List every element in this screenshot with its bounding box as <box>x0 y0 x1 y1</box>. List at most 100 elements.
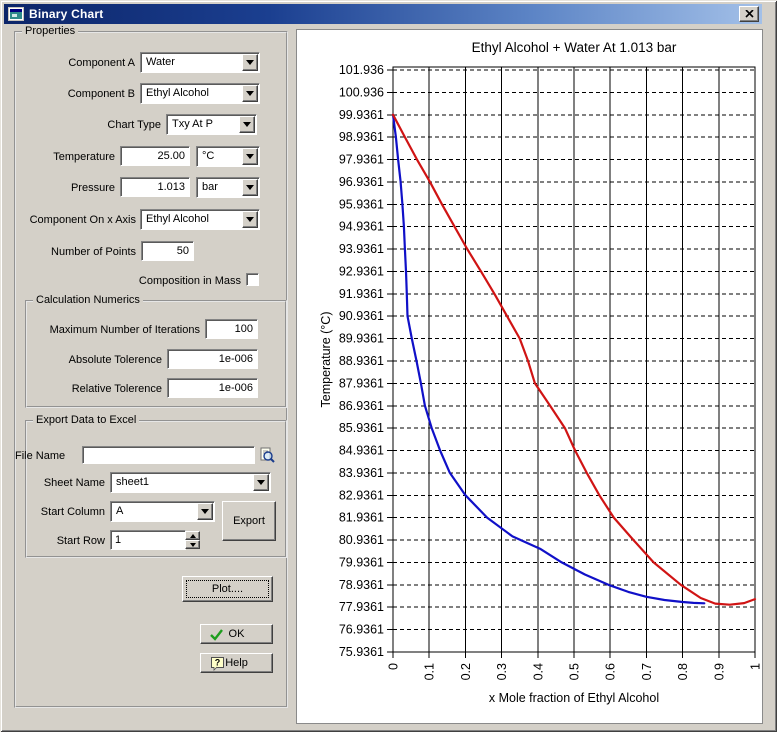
component-b-label: Component B <box>0 88 135 100</box>
svg-text:0.7: 0.7 <box>640 663 654 680</box>
x-axis-component-label: Component On x Axis <box>0 214 136 226</box>
chart-title: Ethyl Alcohol + Water At 1.013 bar <box>472 40 677 55</box>
composition-in-mass-label: Composition in Mass <box>91 275 241 287</box>
svg-text:?: ? <box>215 658 221 668</box>
svg-text:101.936: 101.936 <box>339 63 384 77</box>
svg-text:80.9361: 80.9361 <box>339 533 384 547</box>
svg-text:0.6: 0.6 <box>604 663 618 680</box>
svg-text:94.9361: 94.9361 <box>339 220 384 234</box>
svg-text:83.9361: 83.9361 <box>339 466 384 480</box>
max-iterations-label: Maximum Number of Iterations <box>20 324 200 336</box>
chart-type-label: Chart Type <box>11 119 161 131</box>
spinner-down-icon[interactable] <box>185 540 200 549</box>
bubble-point-curve <box>393 115 704 604</box>
x-axis-component-select[interactable]: Ethyl Alcohol <box>140 209 260 230</box>
export-legend: Export Data to Excel <box>33 414 139 426</box>
svg-text:87.9361: 87.9361 <box>339 376 384 390</box>
svg-text:85.9361: 85.9361 <box>339 421 384 435</box>
pressure-unit-select[interactable]: bar <box>196 177 260 198</box>
pressure-label: Pressure <box>0 182 115 194</box>
export-button[interactable]: Export <box>222 501 276 541</box>
spinner-up-icon[interactable] <box>185 531 200 540</box>
svg-text:0.8: 0.8 <box>676 663 690 680</box>
x-axis-title: x Mole fraction of Ethyl Alcohol <box>489 691 659 705</box>
svg-text:0.2: 0.2 <box>459 663 473 680</box>
svg-text:98.9361: 98.9361 <box>339 130 384 144</box>
component-b-select[interactable]: Ethyl Alcohol <box>140 83 260 104</box>
svg-text:97.9361: 97.9361 <box>339 153 384 167</box>
svg-text:84.9361: 84.9361 <box>339 444 384 458</box>
composition-in-mass-checkbox[interactable] <box>246 273 259 286</box>
svg-text:0.9: 0.9 <box>712 663 726 680</box>
chevron-down-icon[interactable] <box>239 116 255 133</box>
svg-text:90.9361: 90.9361 <box>339 309 384 323</box>
number-of-points-label: Number of Points <box>0 246 136 258</box>
calculation-numerics-legend: Calculation Numerics <box>33 294 143 306</box>
svg-text:78.9361: 78.9361 <box>339 578 384 592</box>
svg-text:0.3: 0.3 <box>495 663 509 680</box>
relative-tolerance-label: Relative Tolerence <box>12 383 162 395</box>
browse-file-button[interactable] <box>258 446 275 463</box>
svg-text:1: 1 <box>749 663 763 670</box>
svg-text:0: 0 <box>387 663 401 670</box>
component-a-select[interactable]: Water <box>140 52 260 73</box>
chevron-down-icon[interactable] <box>242 211 258 228</box>
check-icon <box>210 629 224 641</box>
temperature-label: Temperature <box>0 151 115 163</box>
search-file-icon <box>259 447 275 463</box>
relative-tolerance-input[interactable] <box>167 378 258 398</box>
svg-text:86.9361: 86.9361 <box>339 399 384 413</box>
svg-text:Temperature (°C): Temperature (°C) <box>319 312 333 408</box>
temperature-unit-select[interactable]: °C <box>196 146 260 167</box>
svg-text:76.9361: 76.9361 <box>339 623 384 637</box>
chevron-down-icon[interactable] <box>242 85 258 102</box>
chevron-down-icon[interactable] <box>253 474 269 491</box>
svg-text:0.4: 0.4 <box>531 663 545 680</box>
svg-text:91.9361: 91.9361 <box>339 287 384 301</box>
svg-text:93.9361: 93.9361 <box>339 242 384 256</box>
svg-text:89.9361: 89.9361 <box>339 332 384 346</box>
svg-text:79.9361: 79.9361 <box>339 555 384 569</box>
pressure-input[interactable] <box>120 177 190 197</box>
absolute-tolerance-input[interactable] <box>167 349 258 369</box>
start-row-input[interactable] <box>110 530 186 550</box>
file-name-label: File Name <box>15 450 79 462</box>
temperature-input[interactable] <box>120 146 190 166</box>
ok-button[interactable]: OK <box>200 624 273 644</box>
start-column-label: Start Column <box>0 506 105 518</box>
file-name-input[interactable] <box>82 446 255 464</box>
svg-text:81.9361: 81.9361 <box>339 511 384 525</box>
svg-text:88.9361: 88.9361 <box>339 354 384 368</box>
y-axis-title: Temperature (°C) <box>319 312 333 408</box>
component-a-label: Component A <box>0 57 135 69</box>
properties-legend: Properties <box>22 25 78 37</box>
dialog-body: Properties Component A Water Component B… <box>0 0 777 732</box>
svg-text:92.9361: 92.9361 <box>339 264 384 278</box>
start-column-select[interactable]: A <box>110 501 215 522</box>
start-row-spinner[interactable] <box>185 531 200 549</box>
chevron-down-icon[interactable] <box>242 148 258 165</box>
sheet-name-select[interactable]: sheet1 <box>110 472 271 493</box>
txy-chart: 101.936 100.936 99.9361 98.9361 97.9361 96.93… <box>297 30 762 723</box>
svg-text:77.9361: 77.9361 <box>339 600 384 614</box>
chevron-down-icon[interactable] <box>197 503 213 520</box>
chevron-down-icon[interactable] <box>242 54 258 71</box>
sheet-name-label: Sheet Name <box>0 477 105 489</box>
number-of-points-input[interactable] <box>141 241 194 261</box>
chevron-down-icon[interactable] <box>242 179 258 196</box>
absolute-tolerance-label: Absolute Tolerence <box>12 354 162 366</box>
help-icon: ? <box>211 657 224 671</box>
svg-text:96.9361: 96.9361 <box>339 175 384 189</box>
svg-text:100.936: 100.936 <box>339 85 384 99</box>
svg-text:75.9361: 75.9361 <box>339 645 384 659</box>
start-row-label: Start Row <box>0 535 105 547</box>
plot-button[interactable]: Plot.... <box>182 576 273 602</box>
help-button[interactable]: ? Help <box>200 653 273 673</box>
svg-text:0.5: 0.5 <box>568 663 582 680</box>
max-iterations-input[interactable] <box>205 319 258 339</box>
svg-text:0.1: 0.1 <box>423 663 437 680</box>
chart-type-select[interactable]: Txy At P <box>166 114 257 135</box>
svg-text:95.9361: 95.9361 <box>339 197 384 211</box>
svg-text:99.9361: 99.9361 <box>339 108 384 122</box>
svg-text:82.9361: 82.9361 <box>339 488 384 502</box>
